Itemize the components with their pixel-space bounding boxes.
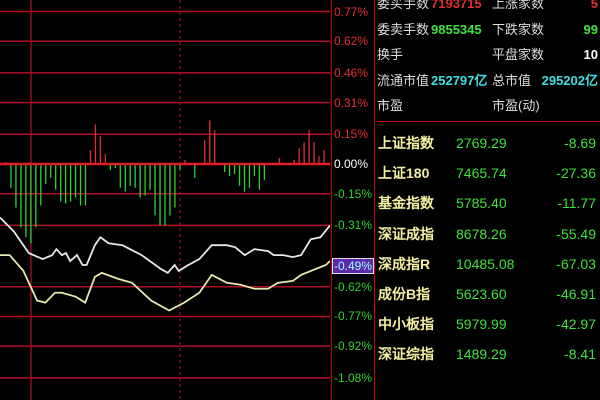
index-value: 5785.40 — [456, 195, 507, 212]
index-value: 7465.74 — [456, 165, 507, 182]
y-tick-label: 0.00% — [334, 157, 369, 171]
info-label: 总市值 — [492, 72, 532, 88]
current-value-marker: -0.49% — [332, 258, 374, 275]
y-tick-label: -0.77% — [334, 309, 373, 324]
y-tick-label: 0.46% — [334, 65, 369, 80]
y-tick-label: -0.15% — [334, 186, 373, 201]
index-row[interactable]: 基金指数 5785.40 -11.77 — [376, 190, 600, 216]
info-label: 委买手数 — [377, 0, 430, 11]
y-tick-label: 0.15% — [334, 127, 369, 142]
index-value: 5623.60 — [456, 286, 507, 302]
panel-divider — [376, 121, 600, 122]
index-name: 成份B指 — [378, 286, 431, 302]
index-row[interactable]: 上证指数 2769.29 -8.69 — [376, 130, 600, 156]
index-value: 10485.08 — [456, 255, 515, 272]
y-tick-label: 0.62% — [334, 34, 369, 49]
index-change: -8.41 — [564, 346, 596, 363]
index-value: 5979.99 — [456, 316, 507, 333]
info-row: 委卖手数 9855345 下跌家数 99 — [376, 18, 600, 42]
index-name: 中小板指 — [378, 316, 434, 333]
index-change: -42.97 — [556, 316, 596, 333]
info-value: 252797亿 — [431, 72, 488, 88]
y-tick-label: -0.92% — [334, 339, 373, 354]
index-row[interactable]: 上证180 7465.74 -27.36 — [376, 160, 600, 186]
info-row: 流通市值 252797亿 总市值 295202亿 — [376, 69, 600, 93]
index-row[interactable]: 深证综指 1489.29 -8.41 — [376, 341, 600, 367]
index-name: 上证指数 — [378, 135, 434, 151]
info-label: 平盘家数 — [492, 47, 545, 62]
percent-axis: 0.77% 0.62% 0.46% 0.31% 0.15% 0.00% -0.15% -0.3… — [331, 0, 375, 400]
intraday-chart[interactable] — [0, 0, 330, 400]
index-value: 1489.29 — [456, 346, 507, 363]
info-value: 10 — [583, 47, 598, 62]
info-label: 上涨家数 — [492, 0, 545, 11]
price-line — [0, 216, 330, 275]
y-tick-label: 0.31% — [334, 95, 369, 110]
index-change: -8.69 — [564, 135, 596, 151]
info-label: 流通市值 — [377, 72, 430, 88]
y-tick-label: 0.77% — [334, 4, 369, 19]
info-value: 5 — [590, 0, 598, 11]
index-change: -27.36 — [556, 165, 596, 182]
index-change: -67.03 — [556, 255, 596, 272]
info-label: 换手 — [377, 47, 404, 62]
info-value: 99 — [583, 21, 598, 37]
y-tick-label: -0.31% — [334, 218, 373, 233]
index-name: 基金指数 — [378, 195, 434, 212]
index-value: 8678.26 — [456, 225, 507, 242]
index-row[interactable]: 深成指R 10485.08 -67.03 — [376, 251, 600, 277]
quote-panel: 委买手数 7193715 上涨家数 5 委卖手数 9855345 下跌家数 99 换手 平盘家数 1… — [376, 0, 600, 400]
y-tick-label: -0.62% — [334, 279, 373, 294]
index-name: 深证综指 — [378, 346, 434, 363]
index-change: -55.49 — [556, 225, 596, 242]
index-change: -11.77 — [557, 195, 596, 212]
index-change: -46.91 — [556, 286, 596, 302]
average-line — [0, 254, 330, 312]
index-name: 深成指R — [378, 255, 431, 272]
index-name: 深证成指 — [378, 225, 434, 242]
info-value: 9855345 — [431, 21, 482, 37]
info-label: 下跌家数 — [492, 21, 545, 37]
info-label: 市盈 — [377, 98, 404, 113]
info-row: 市盈 市盈(动) — [376, 94, 600, 118]
info-row: 委买手数 7193715 上涨家数 5 — [376, 0, 600, 16]
index-name: 上证180 — [378, 165, 430, 182]
index-row[interactable]: 深证成指 8678.26 -55.49 — [376, 221, 600, 247]
info-label: 委卖手数 — [377, 21, 430, 37]
y-tick-label: -1.08% — [334, 370, 373, 385]
index-row[interactable]: 成份B指 5623.60 -46.91 — [376, 281, 600, 307]
info-value: 7193715 — [431, 0, 482, 11]
index-row[interactable]: 中小板指 5979.99 -42.97 — [376, 311, 600, 337]
info-row: 换手 平盘家数 10 — [376, 43, 600, 67]
info-value: 295202亿 — [541, 72, 598, 88]
info-label: 市盈(动) — [492, 98, 540, 113]
index-value: 2769.29 — [456, 135, 507, 151]
